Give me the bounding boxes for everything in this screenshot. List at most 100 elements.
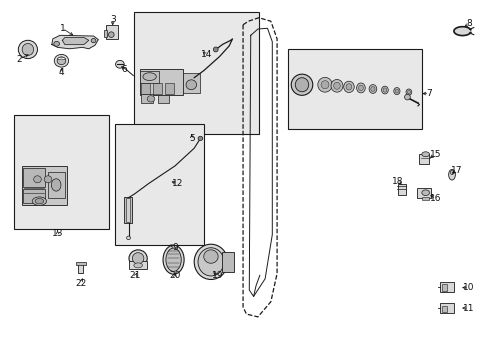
Bar [222,252,234,272]
Bar [23,189,44,203]
Ellipse shape [108,32,114,37]
Bar [397,184,405,195]
Ellipse shape [393,87,399,95]
Text: 8: 8 [466,19,471,28]
Ellipse shape [22,44,34,55]
Ellipse shape [51,179,61,191]
Text: 22: 22 [75,279,86,288]
Bar [439,282,453,292]
Text: 5: 5 [188,134,194,143]
Bar [115,123,203,245]
Text: 1: 1 [60,24,65,33]
Text: 19: 19 [212,271,224,280]
Ellipse shape [404,94,409,100]
Ellipse shape [44,176,52,183]
Ellipse shape [358,85,363,91]
Wedge shape [57,57,65,60]
Text: 14: 14 [200,50,211,59]
Bar [129,261,146,269]
Text: 2: 2 [17,55,22,64]
Text: 6: 6 [122,65,127,74]
Bar [416,188,430,198]
Text: 20: 20 [169,271,181,280]
Bar [441,306,446,312]
Ellipse shape [346,84,351,90]
Ellipse shape [321,81,328,89]
Polygon shape [453,27,470,36]
Ellipse shape [291,74,312,95]
Bar [158,95,168,103]
Ellipse shape [330,80,342,92]
Bar [140,71,159,83]
Ellipse shape [163,245,184,274]
Ellipse shape [54,54,68,67]
Ellipse shape [115,60,124,68]
Ellipse shape [203,250,218,263]
Ellipse shape [57,57,65,65]
Ellipse shape [142,73,156,81]
Ellipse shape [165,248,181,271]
Text: 18: 18 [391,176,403,185]
Ellipse shape [126,236,130,240]
Bar [48,172,64,198]
Ellipse shape [32,197,46,206]
Bar [141,94,153,103]
Bar [439,303,453,313]
Ellipse shape [381,86,387,94]
Ellipse shape [18,40,38,59]
Ellipse shape [147,96,155,102]
Ellipse shape [194,244,227,279]
Ellipse shape [368,85,376,93]
Text: 9: 9 [172,243,178,252]
Bar [21,166,67,205]
Bar [165,83,174,94]
Ellipse shape [356,83,365,93]
Bar [421,197,428,201]
Text: 17: 17 [449,166,461,175]
Ellipse shape [333,82,340,89]
Ellipse shape [370,86,374,91]
Text: 3: 3 [110,15,115,24]
Bar [441,284,446,291]
Bar [140,69,183,95]
Ellipse shape [198,248,224,276]
Text: 15: 15 [428,150,440,159]
Ellipse shape [421,152,428,157]
Bar [141,83,150,94]
Ellipse shape [295,78,308,92]
Text: 12: 12 [171,179,183,188]
Bar [103,30,107,37]
Ellipse shape [129,250,147,267]
Ellipse shape [132,253,143,264]
Bar [123,197,132,223]
Bar [76,262,86,265]
Ellipse shape [213,47,218,52]
Ellipse shape [407,90,409,94]
Text: 16: 16 [429,194,441,203]
Bar [153,83,162,94]
Bar [183,73,200,93]
Text: 7: 7 [426,89,431,98]
Text: 13: 13 [52,229,63,238]
Bar [23,168,44,187]
Ellipse shape [449,171,453,175]
Ellipse shape [405,89,411,95]
Ellipse shape [343,81,353,93]
Ellipse shape [317,77,331,92]
Ellipse shape [394,89,398,93]
Ellipse shape [382,88,386,92]
Text: 4: 4 [59,68,64,77]
Ellipse shape [54,41,60,46]
Ellipse shape [447,170,454,180]
Bar [125,198,130,222]
Bar [287,49,421,129]
Text: 11: 11 [462,303,473,312]
Ellipse shape [134,263,142,268]
Ellipse shape [34,176,41,183]
Text: 21: 21 [129,271,141,280]
Ellipse shape [198,136,203,140]
Ellipse shape [91,39,96,43]
Polygon shape [62,37,89,45]
Bar [105,26,117,39]
Bar [78,263,83,274]
